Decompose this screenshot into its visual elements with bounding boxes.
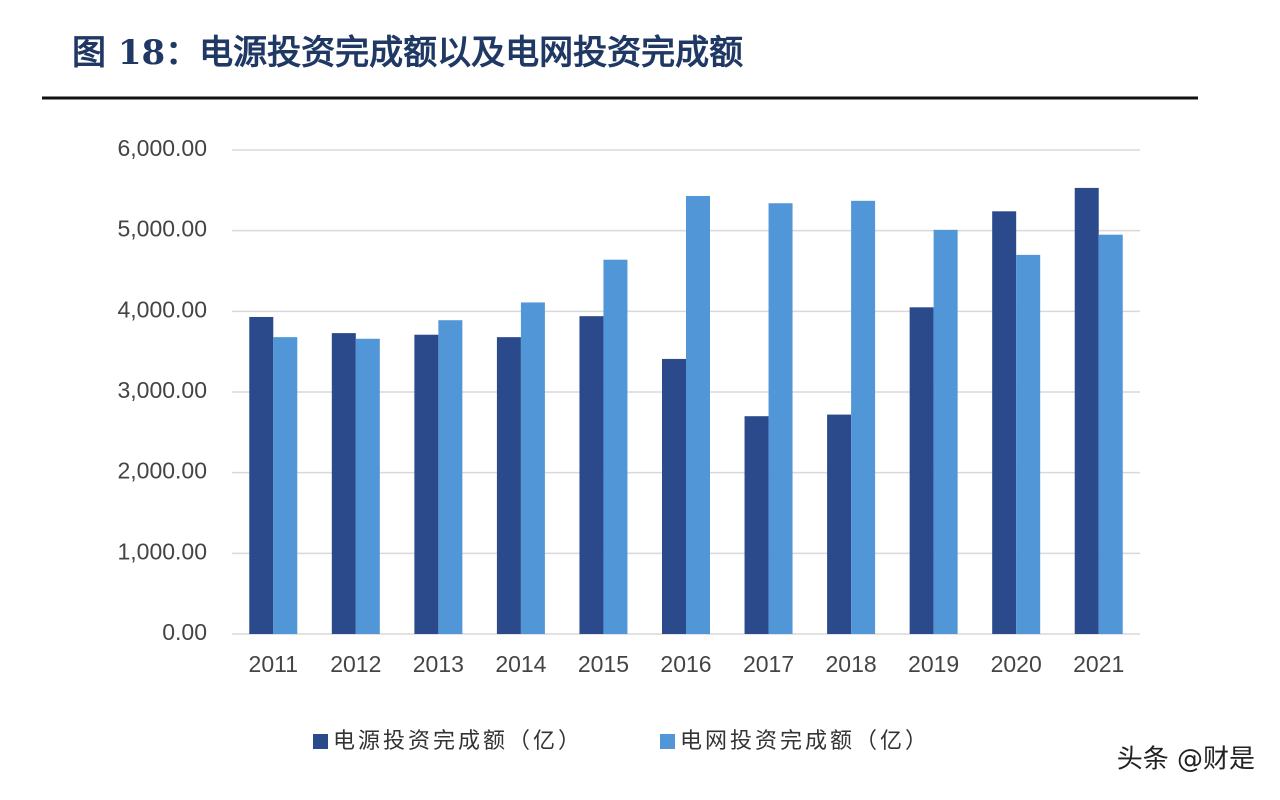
bar [603, 259, 628, 634]
bar [496, 337, 521, 634]
x-tick-label: 2018 [826, 651, 877, 677]
bar [520, 302, 545, 634]
legend-label: 电网投资完成额（亿） [680, 729, 930, 754]
bar [1074, 187, 1099, 634]
bar [909, 307, 934, 634]
x-tick-label: 2021 [1073, 651, 1124, 677]
watermark: 头条 @财是 [1117, 745, 1255, 775]
legend-swatch [313, 734, 328, 749]
bar [1016, 254, 1041, 634]
x-tick-label: 2011 [249, 651, 298, 677]
bar [744, 416, 769, 634]
bar [1098, 234, 1123, 634]
y-tick-label: 0.00 [162, 619, 207, 645]
bar [827, 414, 852, 634]
bar [331, 333, 356, 634]
x-tick-label: 2013 [413, 651, 464, 677]
bar [273, 337, 298, 634]
legend-swatch [660, 734, 675, 749]
bar [933, 229, 958, 635]
x-tick-label: 2019 [908, 651, 959, 677]
y-tick-label: 3,000.00 [117, 377, 207, 403]
x-tick-label: 2020 [991, 651, 1042, 677]
legend-label: 电源投资完成额（亿） [333, 729, 583, 754]
y-tick-label: 6,000.00 [117, 135, 207, 161]
bar [768, 203, 793, 635]
bar [851, 200, 876, 634]
y-tick-label: 5,000.00 [117, 216, 207, 242]
y-tick-label: 4,000.00 [117, 296, 207, 322]
x-tick-label: 2014 [495, 651, 546, 677]
bar [355, 338, 380, 634]
x-tick-label: 2017 [743, 651, 794, 677]
bar [579, 316, 604, 634]
bar [414, 334, 439, 634]
bar [662, 358, 686, 634]
bar [992, 211, 1017, 634]
y-tick-label: 1,000.00 [117, 538, 207, 564]
x-tick-label: 2015 [578, 651, 629, 677]
chart-title: 图 18：电源投资完成额以及电网投资完成额 [72, 33, 743, 73]
x-tick-label: 2012 [330, 651, 381, 677]
x-tick-label: 2016 [660, 651, 711, 677]
y-tick-label: 2,000.00 [117, 458, 207, 484]
bar [438, 320, 463, 634]
bar [249, 316, 274, 634]
bar [686, 195, 710, 635]
